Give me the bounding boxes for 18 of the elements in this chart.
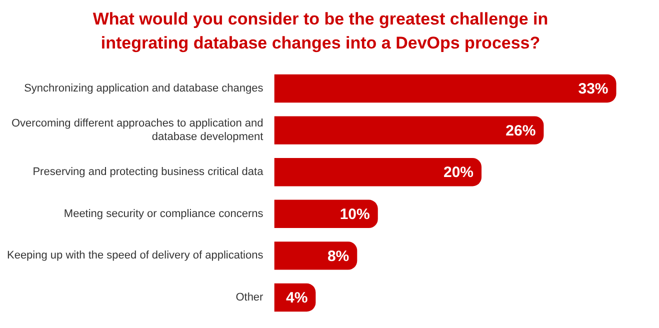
data-label: 20%	[443, 164, 474, 182]
y-tick-label: Preserving and protecting business critical data	[32, 166, 264, 178]
data-label: 8%	[327, 248, 350, 265]
bar	[274, 200, 378, 228]
data-label: 4%	[286, 290, 308, 307]
chart-title: What would you consider to be the greatest challenge in integrating database changes into a DevOps process?	[92, 10, 548, 52]
y-tick-label: Meeting security or compliance concerns	[64, 208, 264, 220]
y-tick-label: Other	[236, 292, 264, 304]
bar	[274, 242, 358, 270]
data-label: 26%	[506, 122, 536, 140]
data-label: 33%	[578, 80, 608, 98]
y-tick-label: Overcoming different approaches to application and database development	[11, 118, 264, 143]
bar	[274, 74, 616, 103]
data-label: 10%	[340, 206, 370, 224]
bar	[274, 116, 544, 144]
y-tick-label: Synchronizing application and database changes	[24, 82, 264, 95]
y-tick-label: Keeping up with the speed of delivery of applications	[6, 250, 264, 262]
bar	[274, 158, 482, 186]
